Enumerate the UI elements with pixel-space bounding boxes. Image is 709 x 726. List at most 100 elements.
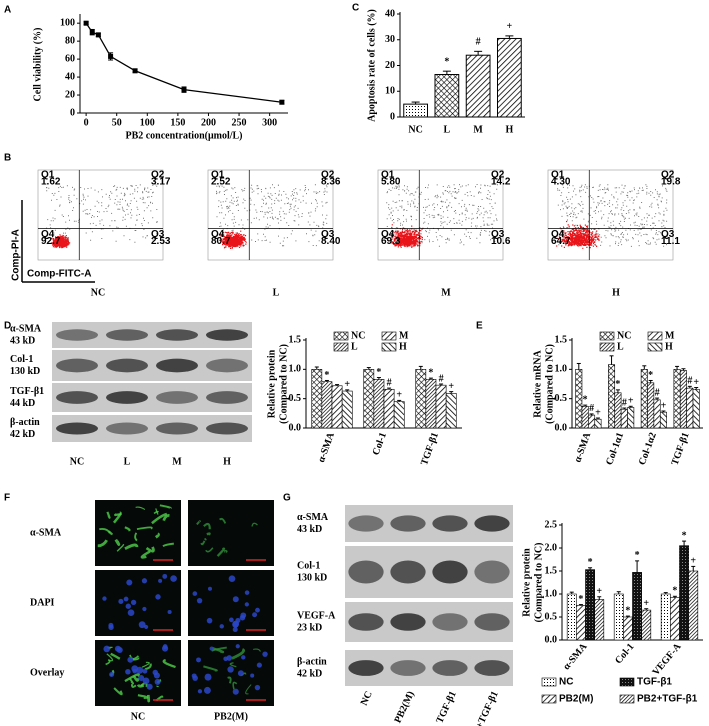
x-tick-label: α-SMA (572, 430, 593, 464)
blot-band (206, 358, 248, 373)
nucleus (206, 617, 213, 624)
green-fiber (124, 673, 140, 683)
green-fiber (114, 512, 122, 517)
nucleus (116, 646, 123, 654)
protein-size: 130 kD (10, 366, 40, 377)
bar (331, 385, 343, 429)
lane-label: M (172, 456, 182, 467)
green-fiber (154, 532, 160, 539)
error-bar (376, 377, 381, 380)
x-tick-label: NC (408, 124, 422, 135)
blot-band (348, 660, 384, 676)
y-tick-label: 0.0 (545, 634, 558, 645)
nucleus (167, 609, 172, 615)
error-bar (449, 391, 454, 394)
legend-swatch (541, 694, 557, 704)
blot-band (348, 613, 384, 631)
lane-label: PB2(M) (393, 690, 417, 725)
micrograph (188, 640, 274, 706)
quadrant-name: Q4 (211, 229, 225, 240)
error-bar (615, 389, 620, 393)
blot-band (56, 422, 98, 435)
y-tick-label: 1.0 (555, 364, 568, 375)
protein-size: 42 kD (297, 668, 322, 679)
significance-mark: + (643, 598, 649, 609)
nucleus (155, 594, 161, 600)
nucleus (138, 674, 145, 681)
legend-label: NC (559, 677, 573, 688)
quadrant-name: Q3 (661, 229, 675, 240)
y-axis-label: Relative mRNA (532, 349, 543, 417)
error-bar (324, 379, 329, 382)
x-tick-label: L (444, 124, 451, 135)
bar (321, 381, 333, 429)
quadrant-value: 8.36 (321, 177, 341, 188)
micrograph (95, 570, 181, 636)
bar (341, 390, 353, 429)
x-tick-label: M (473, 124, 483, 135)
quadrant-value: 5.80 (381, 177, 401, 188)
y-tick-label: 100 (60, 17, 75, 28)
bar (363, 369, 375, 429)
blot-band (432, 660, 468, 676)
nucleus (126, 579, 133, 586)
error-bar (588, 567, 593, 570)
nucleus (118, 598, 124, 605)
green-fiber (253, 648, 261, 652)
bar (641, 609, 652, 641)
nucleus (239, 614, 246, 621)
bar (588, 414, 596, 429)
error-bar (576, 362, 581, 370)
green-fiber (105, 658, 111, 666)
x-tick-label: 50 (112, 117, 122, 128)
green-fiber (162, 658, 176, 669)
protein-label: β-actin (297, 656, 327, 667)
legend-label: M (665, 330, 675, 341)
green-fiber (232, 681, 238, 690)
green-fiber (200, 540, 206, 546)
error-bar (428, 377, 433, 380)
lane-label: L (124, 456, 131, 467)
significance-mark: + (690, 556, 696, 567)
protein-size: 44 kD (10, 398, 35, 409)
error-bar (675, 365, 680, 370)
axis-label: Comp-PI-A (11, 229, 22, 281)
legend-swatch (381, 342, 397, 352)
legend-swatch (333, 331, 349, 341)
error-bar (442, 70, 451, 75)
quadrant-name: Q2 (321, 170, 335, 181)
error-bar (691, 565, 696, 571)
nucleus (132, 668, 138, 674)
quadrant-name: Q2 (661, 170, 675, 181)
nucleus (161, 645, 169, 652)
significance-mark: + (507, 21, 513, 32)
bar (660, 593, 671, 641)
y-axis-label: Relative protein (266, 349, 277, 418)
error-bar (661, 410, 666, 413)
y-tick-label: 0 (390, 111, 395, 122)
y-tick-label: 0.5 (545, 611, 558, 622)
x-tick-label: α-SMA (561, 641, 590, 673)
blot-band (390, 613, 426, 631)
nucleus (207, 586, 212, 591)
x-axis-label: PB2 concentration(μmol/L) (125, 130, 242, 141)
significance-mark: # (439, 373, 444, 384)
legend-label: H (665, 341, 673, 352)
blot-band (106, 329, 148, 341)
significance-mark: * (682, 530, 687, 541)
y-tick-label: 1.0 (545, 588, 558, 599)
nucleus (229, 617, 234, 623)
error-bar (569, 591, 574, 594)
nucleus (125, 603, 131, 609)
marker (83, 20, 89, 26)
nucleus (146, 683, 153, 690)
error-bar (387, 387, 392, 390)
marker (132, 68, 138, 74)
legend-swatch (619, 694, 635, 704)
quadrant-name: Q1 (381, 170, 395, 181)
lane-label: H (223, 456, 231, 467)
y-tick-label: 0 (70, 107, 75, 118)
green-fiber (106, 653, 114, 662)
green-fiber (229, 662, 237, 668)
nucleus (197, 689, 203, 694)
